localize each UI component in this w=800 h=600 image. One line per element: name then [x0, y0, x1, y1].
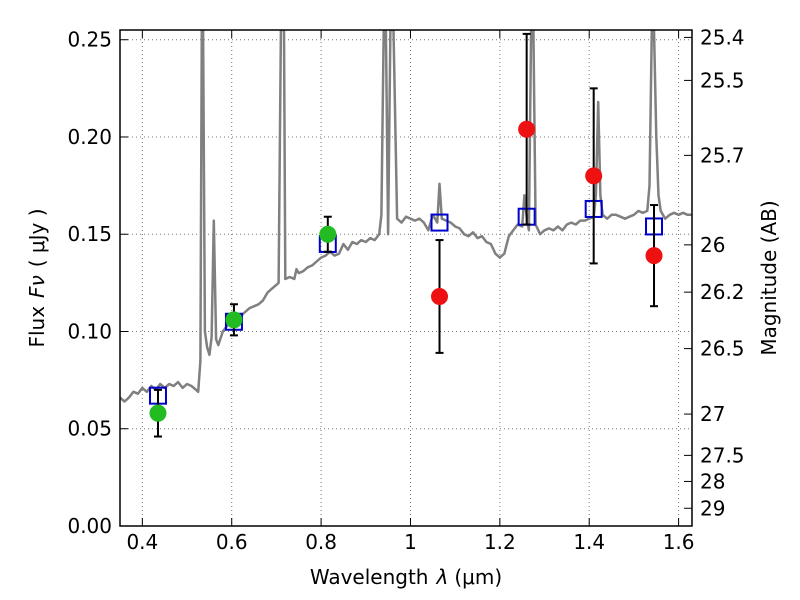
nir-point — [518, 120, 536, 138]
x-axis-title: Wavelength λ (μm) — [310, 565, 502, 589]
x-tick-label: 1 — [404, 530, 417, 554]
x-tick-label: 0.6 — [216, 530, 248, 554]
nir-point — [645, 247, 663, 265]
y-tick-label: 0.15 — [67, 222, 112, 246]
y-axis-title: FluxFν( μJy ) — [25, 208, 49, 347]
y-tick-label: 0.05 — [67, 417, 112, 441]
model-square-marker — [430, 213, 449, 232]
optical-point — [149, 404, 167, 422]
nir-point — [585, 167, 603, 185]
y2-tick-label: 26 — [700, 233, 725, 257]
nir-point — [431, 287, 449, 305]
plot-frame — [119, 29, 693, 527]
y2-tick-label: 28 — [700, 469, 725, 493]
optical-point — [225, 311, 243, 329]
x-tick-label: 1.2 — [484, 530, 516, 554]
y2-tick-label: 26.5 — [700, 337, 745, 361]
data-marks — [148, 32, 664, 438]
y2-tick-label: 29 — [700, 496, 725, 520]
y2-tick-label: 25.5 — [700, 68, 745, 92]
y-tick-label: 0.10 — [67, 319, 112, 343]
y-tick-label: 0.25 — [67, 28, 112, 52]
y2-tick-label: 27.5 — [700, 443, 745, 467]
y2-axis-title: Magnitude (AB) — [757, 200, 781, 355]
x-tick-label: 0.4 — [126, 530, 158, 554]
x-tick-label: 1.4 — [573, 530, 605, 554]
x-tick-label: 1.6 — [663, 530, 695, 554]
y2-tick-label: 25.7 — [700, 143, 745, 167]
axis-ticks: 0.4 0.6 0.8 1 1.2 1.4 1.6 0.00 0.05 0.10 0.15 0.20 0… — [67, 25, 744, 554]
y2-tick-label: 26.2 — [700, 280, 745, 304]
y-tick-label: 0.00 — [67, 514, 112, 538]
x-tick-label: 0.8 — [305, 530, 337, 554]
y-tick-label: 0.20 — [67, 125, 112, 149]
spectrum-line — [120, 30, 692, 403]
y2-tick-label: 27 — [700, 402, 725, 426]
optical-point — [319, 225, 337, 243]
y2-tick-label: 25.4 — [700, 25, 745, 49]
